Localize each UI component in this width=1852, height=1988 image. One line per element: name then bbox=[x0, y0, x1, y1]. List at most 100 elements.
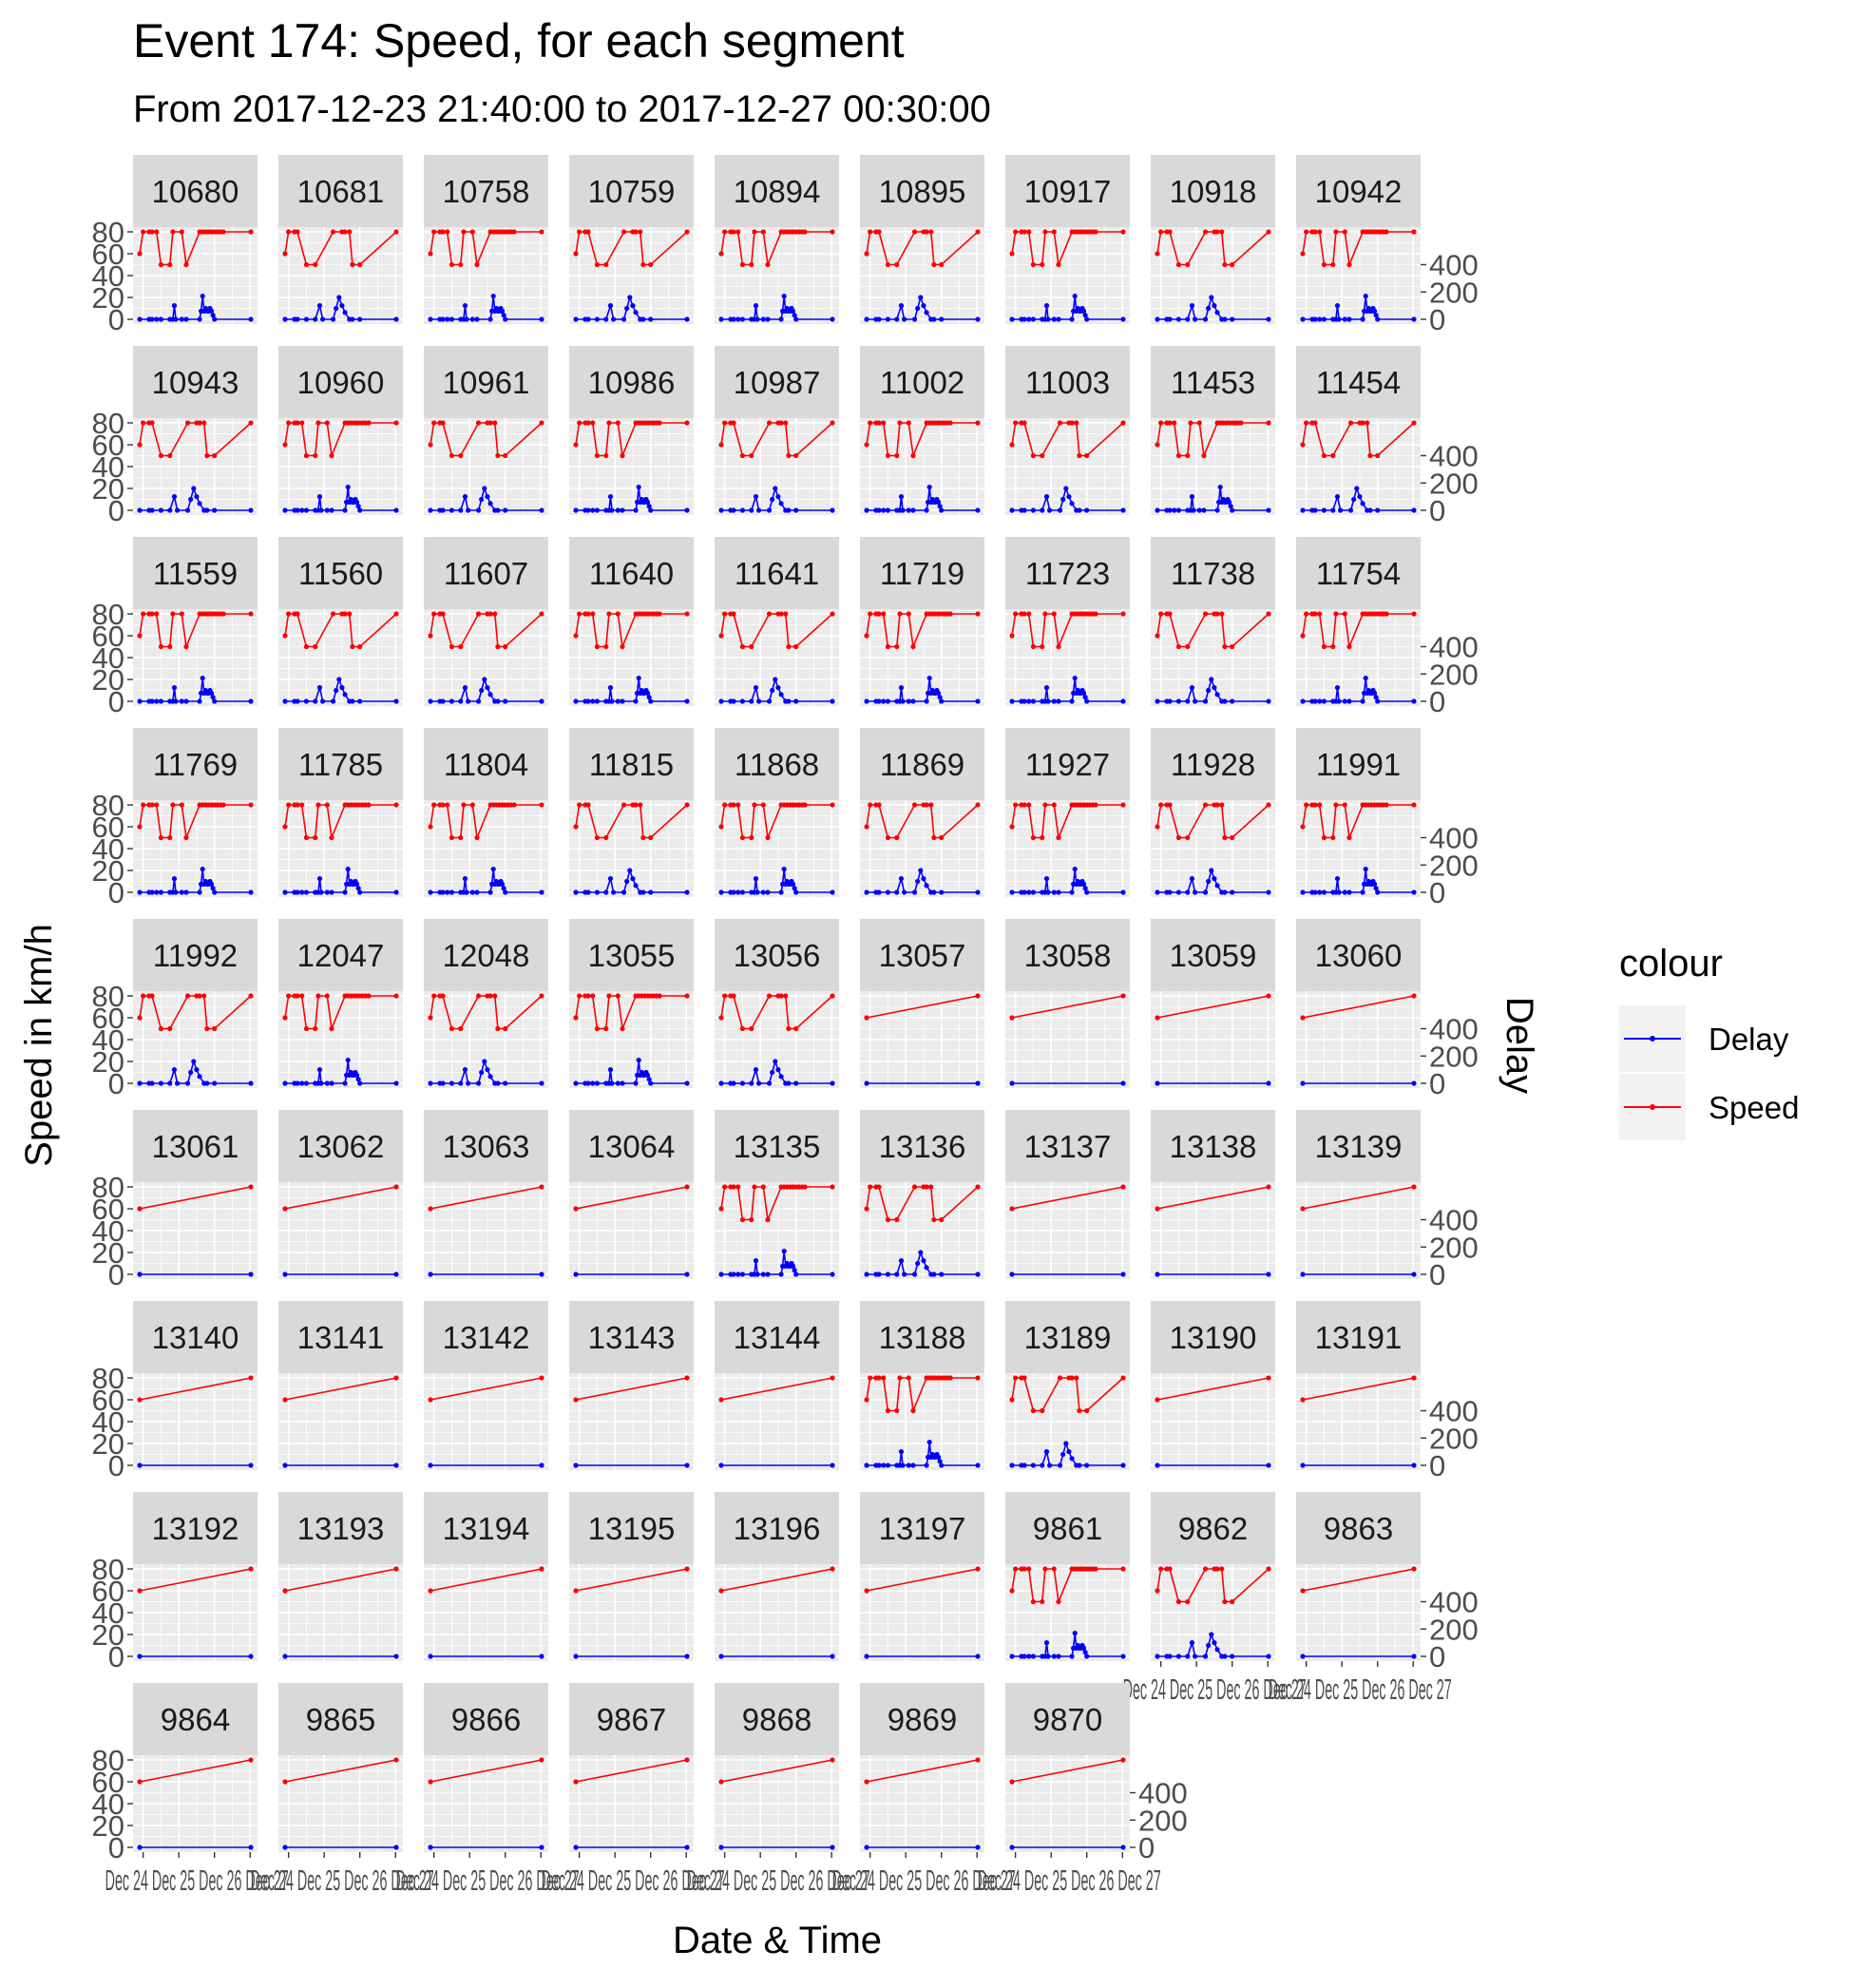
point-delay bbox=[885, 889, 891, 895]
point-speed bbox=[1185, 261, 1191, 268]
point-speed bbox=[783, 993, 789, 999]
point-delay bbox=[1009, 1080, 1015, 1086]
point-delay bbox=[1072, 866, 1078, 872]
facet-label: 9869 bbox=[888, 1702, 957, 1737]
point-speed bbox=[885, 834, 891, 841]
series-line-speed bbox=[575, 1759, 688, 1783]
point-delay bbox=[171, 876, 178, 882]
point-speed bbox=[684, 229, 690, 235]
facet-strip bbox=[569, 919, 694, 991]
point-speed bbox=[1009, 442, 1015, 448]
point-delay bbox=[167, 507, 173, 513]
point-speed bbox=[802, 1184, 808, 1190]
point-speed bbox=[1266, 1375, 1271, 1381]
point-speed bbox=[1266, 1566, 1271, 1572]
point-delay bbox=[894, 889, 900, 895]
point-delay bbox=[573, 1653, 579, 1659]
point-delay bbox=[778, 692, 784, 698]
y-tick-label: 80 bbox=[92, 1553, 124, 1586]
point-delay bbox=[1300, 1462, 1306, 1468]
point-speed bbox=[1056, 261, 1061, 268]
point-speed bbox=[1013, 611, 1019, 617]
point-delay bbox=[248, 1271, 254, 1277]
point-delay bbox=[345, 484, 351, 490]
point-delay bbox=[339, 685, 345, 691]
facet-panel-11815: 11815 bbox=[569, 728, 694, 897]
point-speed bbox=[739, 643, 746, 650]
point-speed bbox=[220, 611, 226, 617]
facet-strip bbox=[860, 155, 984, 227]
point-delay bbox=[353, 1072, 360, 1078]
point-delay bbox=[902, 1271, 907, 1277]
point-speed bbox=[881, 1375, 887, 1381]
point-speed bbox=[722, 420, 728, 426]
point-delay bbox=[939, 1271, 945, 1277]
y-tick-label: 80 bbox=[92, 789, 124, 822]
facet-strip bbox=[1151, 346, 1275, 418]
point-speed bbox=[786, 643, 792, 650]
point-speed bbox=[594, 834, 601, 841]
point-delay bbox=[793, 316, 799, 322]
point-speed bbox=[1222, 261, 1228, 268]
point-delay bbox=[485, 685, 490, 691]
point-delay bbox=[735, 1271, 741, 1277]
point-delay bbox=[937, 1459, 943, 1464]
facet-strip bbox=[278, 1301, 403, 1373]
point-speed bbox=[1196, 420, 1202, 426]
facet-strip bbox=[1151, 1110, 1275, 1182]
point-speed bbox=[1411, 1375, 1417, 1381]
point-speed bbox=[461, 229, 467, 235]
point-delay bbox=[428, 316, 433, 322]
point-speed bbox=[1266, 802, 1271, 808]
point-delay bbox=[864, 1080, 869, 1086]
point-delay bbox=[316, 685, 323, 691]
point-speed bbox=[778, 420, 784, 426]
facet-label: 11641 bbox=[735, 556, 819, 591]
point-delay bbox=[926, 675, 932, 681]
point-speed bbox=[739, 834, 746, 841]
point-speed bbox=[366, 993, 372, 999]
point-speed bbox=[282, 1588, 288, 1594]
point-speed bbox=[431, 420, 437, 426]
facet-panel-10895: 10895 bbox=[860, 155, 984, 324]
facet-panel-9861: 9861 bbox=[1005, 1492, 1130, 1661]
point-delay bbox=[539, 507, 544, 513]
point-speed bbox=[1367, 452, 1373, 459]
point-speed bbox=[295, 993, 300, 999]
point-delay bbox=[1009, 1462, 1015, 1468]
point-delay bbox=[1155, 889, 1160, 895]
point-delay bbox=[149, 507, 155, 513]
point-delay bbox=[1371, 308, 1378, 314]
point-delay bbox=[594, 889, 601, 895]
point-delay bbox=[739, 698, 746, 704]
facet-label: 9863 bbox=[1324, 1511, 1393, 1546]
point-delay bbox=[731, 507, 736, 513]
point-speed bbox=[1009, 1397, 1015, 1403]
point-delay bbox=[778, 316, 784, 322]
y-tick-label: 20 bbox=[92, 663, 124, 697]
point-delay bbox=[1056, 1653, 1061, 1659]
point-delay bbox=[1371, 690, 1378, 696]
point-delay bbox=[197, 698, 202, 704]
y-tick-label: 60 bbox=[92, 429, 124, 462]
point-speed bbox=[1030, 261, 1037, 268]
point-delay bbox=[609, 698, 615, 704]
point-delay bbox=[770, 1069, 775, 1076]
facet-strip bbox=[424, 1492, 548, 1564]
point-delay bbox=[1230, 889, 1235, 895]
point-speed bbox=[722, 1184, 728, 1190]
point-speed bbox=[137, 442, 143, 448]
point-delay bbox=[1321, 316, 1327, 322]
facet-label: 11769 bbox=[153, 747, 238, 782]
y2-tick-label: 400 bbox=[1429, 1204, 1479, 1237]
point-speed bbox=[1346, 643, 1352, 650]
point-delay bbox=[353, 881, 360, 887]
point-delay bbox=[475, 507, 482, 513]
point-delay bbox=[1155, 1462, 1160, 1468]
point-delay bbox=[158, 889, 164, 895]
point-delay bbox=[1009, 316, 1015, 322]
point-delay bbox=[316, 1067, 323, 1073]
point-speed bbox=[313, 834, 318, 841]
